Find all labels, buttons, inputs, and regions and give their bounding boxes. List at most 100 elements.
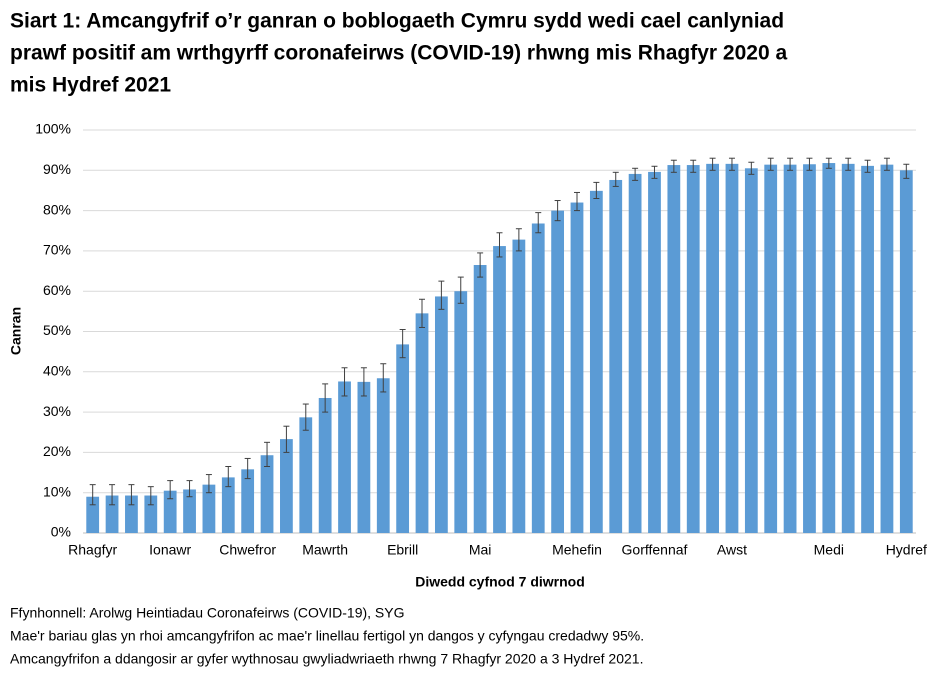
error-bar [903, 163, 910, 179]
error-bar [728, 157, 735, 171]
y-tick-label: 50% [43, 322, 71, 338]
error-bar [845, 157, 852, 171]
error-bar [128, 484, 135, 506]
x-axis-title: Diwedd cyfnod 7 diwrnod [415, 574, 585, 590]
chart-title: prawf positif am wrthgyrff coronafeirws … [10, 42, 787, 65]
x-tick-label: Ionawr [149, 542, 191, 558]
x-tick-label: Hydref [886, 542, 927, 558]
error-bar [380, 363, 387, 393]
error-bar [89, 484, 96, 506]
error-bar [457, 276, 464, 304]
bar [551, 210, 565, 533]
y-tick-label: 20% [43, 443, 71, 459]
bar [667, 165, 681, 533]
chart-title: Siart 1: Amcangyfrif o’r ganran o boblog… [10, 10, 784, 33]
error-bar [883, 157, 890, 171]
error-bar [302, 403, 309, 431]
error-bar [244, 457, 251, 480]
error-bar [264, 441, 271, 468]
x-tick-label: Ebrill [387, 542, 418, 558]
bar [512, 239, 526, 533]
bar [706, 163, 719, 534]
y-tick-label: 0% [51, 524, 71, 540]
y-tick-label: 90% [43, 161, 71, 177]
bar [648, 171, 661, 534]
bar [299, 417, 313, 533]
error-bar [864, 159, 871, 173]
error-bar [709, 157, 716, 171]
error-bar [147, 486, 154, 506]
error-bar [477, 252, 484, 278]
error-bar [515, 228, 522, 252]
error-bar [283, 425, 290, 453]
bar [144, 495, 158, 533]
error-bar [109, 484, 116, 506]
y-axis-title: Canran [8, 307, 24, 355]
bar [589, 190, 603, 533]
bar [434, 296, 448, 533]
error-bar [767, 157, 774, 171]
chart-title: mis Hydref 2021 [10, 74, 171, 97]
y-tick-label: 30% [43, 403, 71, 419]
error-bar [205, 474, 212, 494]
error-bar [748, 161, 755, 175]
footnote: Ffynhonnell: Arolwg Heintiadau Coronafei… [10, 605, 405, 621]
bar [396, 344, 410, 533]
y-tick-label: 80% [43, 201, 71, 217]
y-tick-label: 60% [43, 282, 71, 298]
x-tick-label: Gorffennaf [622, 542, 688, 558]
error-bar [496, 232, 503, 258]
x-tick-label: Mehefin [552, 542, 602, 558]
bar [841, 163, 855, 534]
x-tick-label: Chwefror [219, 542, 276, 558]
error-bar [632, 167, 639, 181]
x-tick-label: Awst [717, 542, 747, 558]
bar [125, 495, 138, 533]
error-bar [825, 157, 832, 169]
bar [531, 223, 545, 533]
error-bar [690, 159, 697, 173]
bar [163, 490, 177, 533]
error-bar [593, 181, 600, 200]
bar [318, 397, 332, 533]
error-bar [322, 383, 329, 413]
bar [454, 291, 468, 533]
error-bar [806, 157, 813, 171]
error-bar [225, 466, 232, 488]
bar [338, 381, 351, 533]
bar [221, 477, 235, 533]
bar [86, 496, 100, 533]
bar [241, 469, 255, 533]
error-bar [670, 159, 677, 173]
bar [803, 164, 816, 533]
bar [280, 439, 293, 533]
bar [105, 495, 119, 533]
bar [628, 173, 642, 533]
bar [899, 170, 913, 534]
bar [357, 381, 371, 533]
footnote: Mae'r bariau glas yn rhoi amcangyfrifon … [10, 628, 644, 644]
y-tick-label: 100% [35, 121, 71, 137]
bar [764, 164, 778, 533]
error-bar [651, 165, 658, 179]
footnote: Amcangyfrifon a ddangosir ar gyfer wythn… [10, 651, 643, 667]
error-bar [535, 212, 542, 234]
bar [473, 265, 487, 533]
bar [686, 165, 700, 533]
error-bar [341, 367, 348, 397]
bar [609, 179, 623, 534]
error-bar [419, 298, 426, 328]
error-bar [573, 191, 580, 212]
bar [183, 489, 196, 533]
error-bar [360, 367, 367, 397]
x-tick-label: Mai [469, 542, 492, 558]
bar [861, 165, 874, 533]
error-bar [787, 157, 794, 171]
bar [725, 163, 739, 534]
bar [260, 455, 274, 533]
error-bar [167, 480, 174, 500]
x-tick-label: Medi [814, 542, 844, 558]
bar [570, 202, 584, 534]
error-bar [612, 171, 619, 187]
